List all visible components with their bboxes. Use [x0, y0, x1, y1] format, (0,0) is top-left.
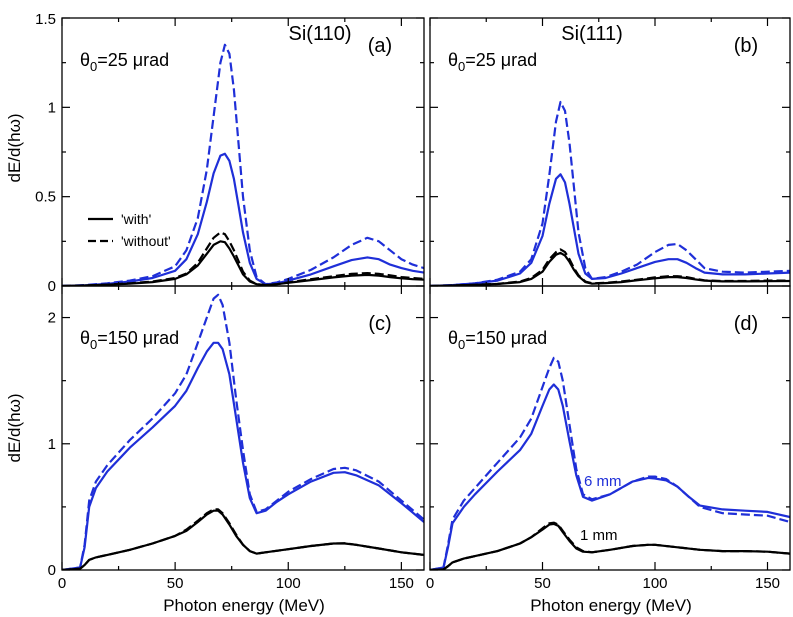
series-line-c-6-mm-with — [62, 341, 424, 570]
series-group — [62, 293, 424, 570]
y-tick-label: 0 — [48, 562, 56, 579]
x-axis-label-left: Photon energy (MeV) — [163, 596, 325, 615]
x-tick-label: 150 — [755, 575, 780, 592]
series-line-d-1-mm-with — [430, 522, 790, 570]
series-line-a-6-mm-without — [62, 43, 424, 286]
y-tick-label: 0.5 — [35, 189, 56, 206]
series-line-c-1-mm-with — [62, 509, 424, 570]
x-tick-label: 150 — [389, 575, 414, 592]
series-line-a-1-mm-without — [62, 231, 424, 286]
theta-label: θ0=150 μrad — [448, 328, 547, 352]
series-group — [430, 100, 790, 286]
series-group — [430, 356, 790, 570]
series-line-a-6-mm-with — [62, 152, 424, 286]
x-tick-label: 100 — [276, 575, 301, 592]
y-tick-label: 2 — [48, 310, 56, 327]
panel-c: 0 50 100 150 0 1 2 (c) θ0=150 μrad — [48, 285, 425, 592]
x-axis-label-right: Photon energy (MeV) — [530, 596, 692, 615]
theta-label: θ0=25 μrad — [448, 50, 537, 74]
x-tick-label: 50 — [534, 575, 551, 592]
y-tick-label: 1.5 — [35, 11, 56, 28]
y-tick-label: 0 — [48, 278, 56, 295]
panel-label: (d) — [734, 313, 758, 335]
panel-label: (b) — [734, 35, 758, 57]
panel-b: Si(111) (b) θ0=25 μrad — [429, 17, 791, 287]
legend-without-label: 'without' — [121, 233, 171, 249]
x-tick-label: 100 — [642, 575, 667, 592]
crystal-label: Si(110) — [289, 23, 352, 45]
legend-with-label: 'with' — [121, 211, 151, 227]
legend: 'with' 'without' — [88, 211, 171, 249]
crystal-label: Si(111) — [561, 23, 623, 45]
series-line-b-1-mm-with — [430, 251, 790, 286]
panel-label: (c) — [368, 313, 391, 335]
series-line-d-6-mm-without — [430, 356, 790, 570]
series-line-c-6-mm-without — [62, 293, 424, 570]
series-group — [62, 43, 424, 286]
y-axis-label-top: dE/d(hω) — [5, 113, 24, 182]
series-line-d-6-mm-with — [430, 383, 790, 570]
annotation-1mm: 1 mm — [580, 527, 618, 544]
y-axis-label-bottom: dE/d(hω) — [5, 393, 24, 462]
series-line-b-6-mm-with — [430, 173, 790, 286]
theta-label: θ0=150 μrad — [80, 328, 179, 352]
y-tick-label: 1 — [48, 436, 56, 453]
panel-d: 0 50 100 150 (d) θ0=150 μrad — [426, 285, 791, 592]
x-tick-label: 0 — [426, 575, 434, 592]
series-line-c-1-mm-without — [62, 508, 424, 570]
y-tick-label: 1 — [48, 99, 56, 116]
x-tick-label: 0 — [58, 575, 66, 592]
panel-a: 0 0.5 1 1.5 Si(110) (a) θ0=25 μrad — [35, 11, 425, 295]
plot-frame — [61, 285, 425, 571]
series-line-b-6-mm-without — [430, 100, 790, 286]
annotation-6mm: 6 mm — [584, 473, 622, 490]
plot-frame — [429, 285, 791, 571]
x-tick-label: 50 — [167, 575, 184, 592]
series-line-a-1-mm-with — [62, 240, 424, 286]
panel-label: (a) — [368, 35, 392, 57]
theta-label: θ0=25 μrad — [80, 50, 169, 74]
